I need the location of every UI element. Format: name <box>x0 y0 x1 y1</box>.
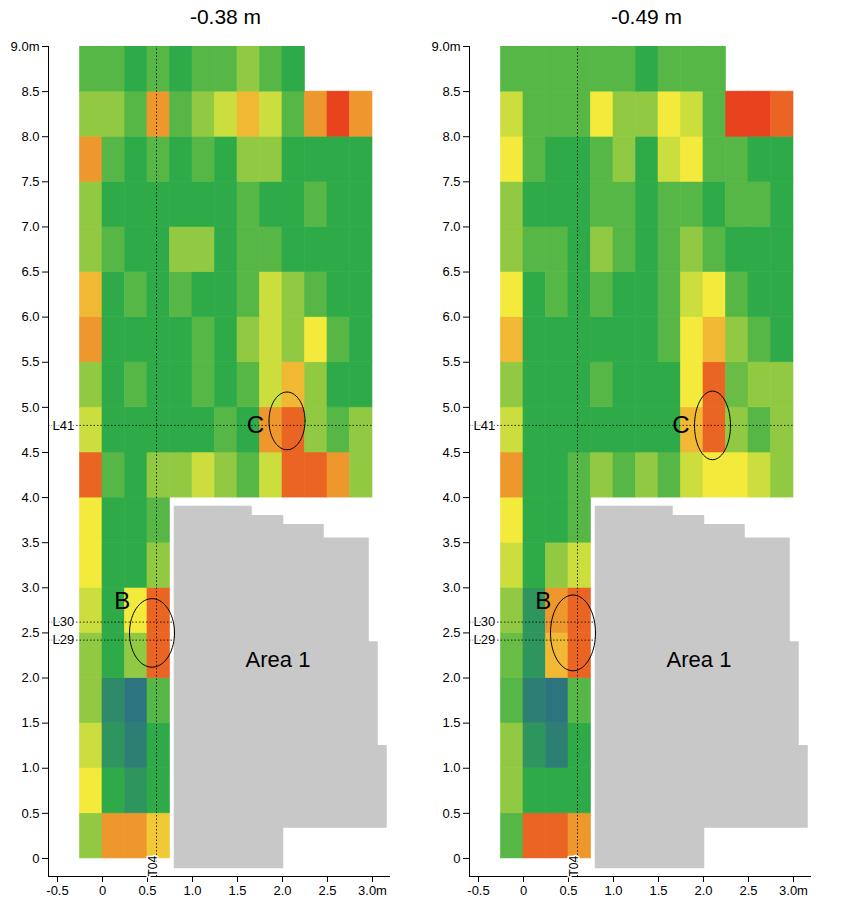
svg-text:8.0: 8.0 <box>21 129 39 144</box>
svg-text:0.5: 0.5 <box>559 883 577 898</box>
svg-text:4.0: 4.0 <box>21 490 39 505</box>
svg-text:1.0: 1.0 <box>183 883 201 898</box>
svg-text:5.5: 5.5 <box>21 354 39 369</box>
svg-text:2.5: 2.5 <box>739 883 757 898</box>
svg-text:5.0: 5.0 <box>21 400 39 415</box>
svg-text:3.0m: 3.0m <box>358 883 387 898</box>
svg-text:2.5: 2.5 <box>442 625 460 640</box>
svg-text:6.5: 6.5 <box>442 264 460 279</box>
svg-text:L41: L41 <box>474 418 496 433</box>
svg-text:L29: L29 <box>53 632 75 647</box>
html-text:-0.49 m: -0.49 m <box>610 5 683 28</box>
svg-text:3.0: 3.0 <box>21 580 39 595</box>
svg-text:7.0: 7.0 <box>442 219 460 234</box>
html-text:-0.38 m: -0.38 m <box>189 5 262 28</box>
svg-text:4.5: 4.5 <box>21 445 39 460</box>
svg-text:B: B <box>535 587 551 614</box>
svg-text:Area 1: Area 1 <box>667 647 732 672</box>
svg-text:2.5: 2.5 <box>318 883 336 898</box>
svg-text:1.0: 1.0 <box>442 760 460 775</box>
svg-text:4.5: 4.5 <box>442 445 460 460</box>
svg-text:9.0m: 9.0m <box>432 39 461 54</box>
svg-text:-0.5: -0.5 <box>46 883 68 898</box>
svg-text:7.5: 7.5 <box>21 174 39 189</box>
svg-text:9.0m: 9.0m <box>11 39 40 54</box>
svg-text:L29: L29 <box>474 632 496 647</box>
svg-text:3.0: 3.0 <box>442 580 460 595</box>
svg-text:4.0: 4.0 <box>442 490 460 505</box>
svg-text:0.5: 0.5 <box>21 806 39 821</box>
svg-text:8.5: 8.5 <box>442 84 460 99</box>
svg-text:8.0: 8.0 <box>442 129 460 144</box>
svg-text:T04: T04 <box>146 855 160 876</box>
svg-text:0: 0 <box>99 883 106 898</box>
svg-text:T04: T04 <box>567 855 581 876</box>
svg-text:L30: L30 <box>474 614 496 629</box>
svg-text:1.5: 1.5 <box>442 715 460 730</box>
svg-text:Area 1: Area 1 <box>246 647 311 672</box>
svg-text:3.5: 3.5 <box>442 535 460 550</box>
svg-text:1.5: 1.5 <box>21 715 39 730</box>
svg-text:L30: L30 <box>53 614 75 629</box>
svg-text:1.0: 1.0 <box>604 883 622 898</box>
svg-text:0: 0 <box>32 851 39 866</box>
svg-text:0: 0 <box>520 883 527 898</box>
svg-text:8.5: 8.5 <box>21 84 39 99</box>
svg-text:1.0: 1.0 <box>21 760 39 775</box>
svg-text:3.5: 3.5 <box>21 535 39 550</box>
svg-text:6.0: 6.0 <box>442 309 460 324</box>
svg-text:2.0: 2.0 <box>273 883 291 898</box>
svg-text:7.0: 7.0 <box>21 219 39 234</box>
svg-text:0.5: 0.5 <box>138 883 156 898</box>
svg-text:C: C <box>247 411 264 438</box>
svg-text:L41: L41 <box>53 418 75 433</box>
svg-text:6.0: 6.0 <box>21 309 39 324</box>
svg-text:0: 0 <box>453 851 460 866</box>
svg-text:3.0m: 3.0m <box>779 883 808 898</box>
svg-text:2.0: 2.0 <box>442 670 460 685</box>
svg-text:-0.5: -0.5 <box>467 883 489 898</box>
svg-text:C: C <box>672 411 689 438</box>
svg-text:0.5: 0.5 <box>442 806 460 821</box>
svg-text:B: B <box>114 587 130 614</box>
svg-text:5.5: 5.5 <box>442 354 460 369</box>
svg-text:2.0: 2.0 <box>21 670 39 685</box>
svg-text:2.0: 2.0 <box>694 883 712 898</box>
svg-text:5.0: 5.0 <box>442 400 460 415</box>
svg-text:1.5: 1.5 <box>649 883 667 898</box>
svg-text:2.5: 2.5 <box>21 625 39 640</box>
svg-text:1.5: 1.5 <box>228 883 246 898</box>
svg-text:6.5: 6.5 <box>21 264 39 279</box>
svg-text:7.5: 7.5 <box>442 174 460 189</box>
